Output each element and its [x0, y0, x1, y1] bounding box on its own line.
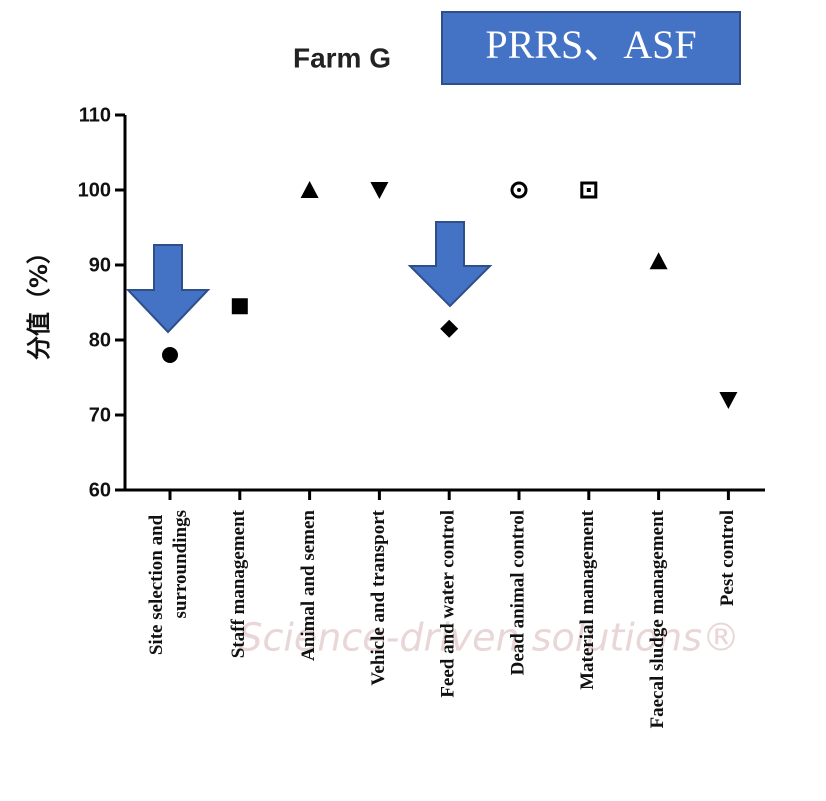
marker	[580, 181, 598, 199]
x-tick-label: Animal and semen	[298, 510, 319, 661]
y-tick-label: 70	[89, 404, 111, 426]
marker	[649, 252, 668, 270]
y-tick-label: 80	[89, 329, 111, 351]
marker	[510, 181, 528, 199]
y-axis-label: 分值（%）	[25, 240, 53, 360]
marker	[440, 319, 459, 338]
y-tick-label: 110	[79, 104, 111, 126]
y-tick-label: 90	[89, 254, 111, 276]
x-tick-label: Material management	[577, 509, 598, 690]
x-tick-label: Vehicle and transport	[368, 509, 389, 685]
arrow	[125, 244, 211, 334]
x-tick-label: Site selection and surroundings	[146, 510, 191, 655]
x-tick-label: Feed and water control	[438, 510, 459, 698]
arrow	[407, 221, 493, 308]
marker	[719, 392, 738, 409]
marker-dot	[517, 188, 521, 192]
x-tick-label: Dead animal control	[507, 510, 528, 675]
marker	[300, 181, 319, 198]
y-tick-label: 60	[89, 479, 111, 501]
chart-title: Farm G	[293, 42, 391, 73]
x-tick-label: Staff management	[228, 509, 249, 658]
marker	[162, 347, 178, 363]
x-tick-label: Faecal sludge management	[647, 509, 668, 728]
plot: 60 70 80 90 100 110 Site selection and surroun…	[78, 104, 738, 728]
marker	[231, 298, 248, 315]
marker	[370, 182, 389, 199]
annotation-box	[441, 11, 741, 85]
y-tick-label: 100	[78, 179, 111, 201]
watermark: Science-driven solutions®	[238, 616, 740, 660]
x-tick-label: Pest control	[717, 510, 738, 606]
annotation: PRRS、ASF	[485, 22, 696, 67]
marker-dot	[586, 188, 591, 192]
